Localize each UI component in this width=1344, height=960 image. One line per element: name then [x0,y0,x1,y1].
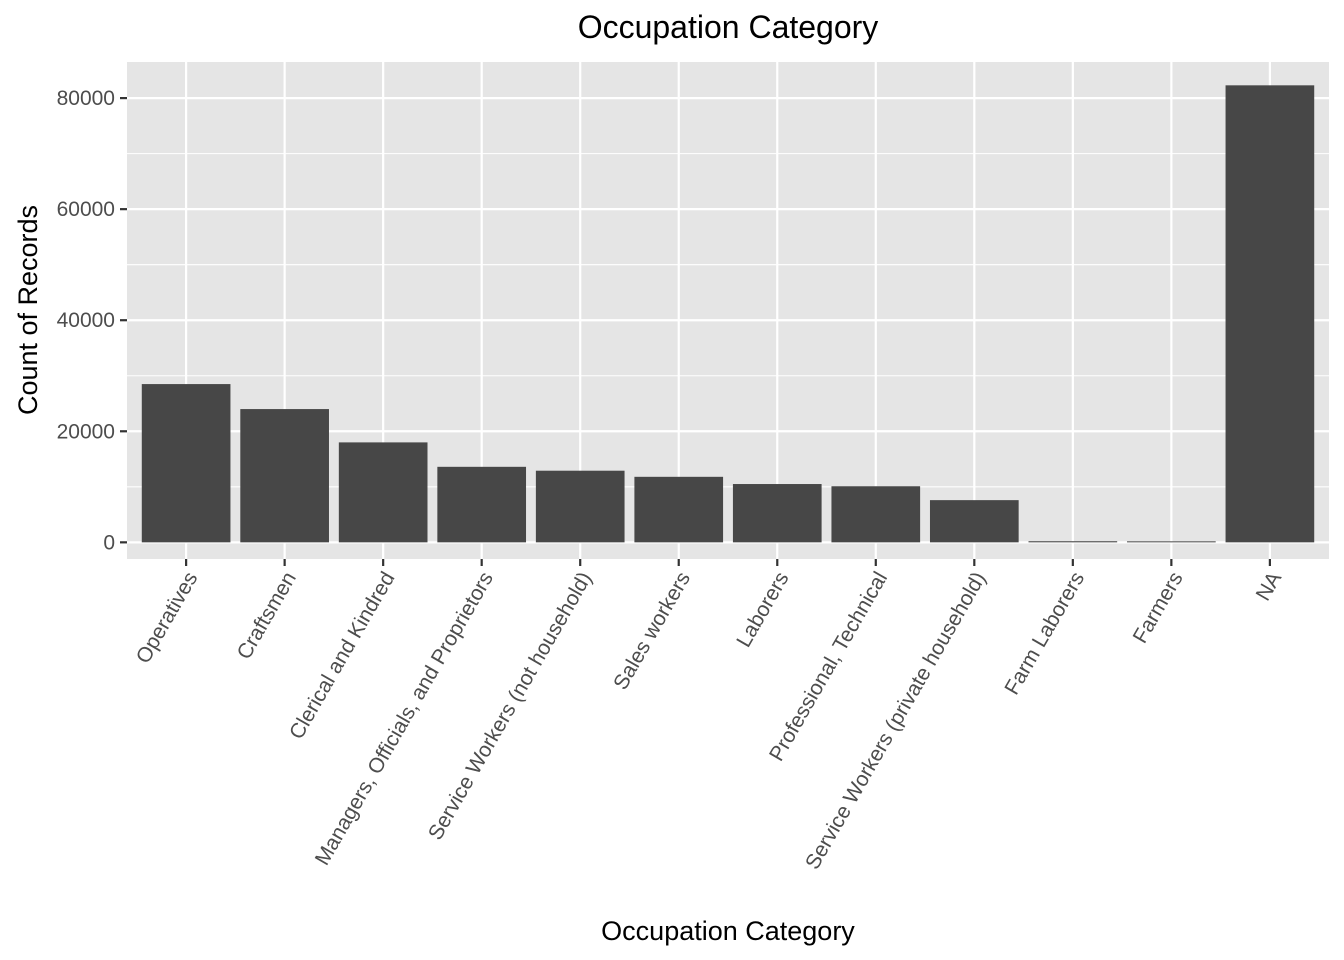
y-tick-label: 80000 [57,87,115,110]
x-tick-label: Laborers [732,568,793,651]
x-tick-label: Service Workers (not household) [424,568,597,844]
x-axis-title: Occupation Category [601,916,855,946]
y-axis-title: Count of Records [13,205,43,415]
x-tick-label: Sales workers [609,568,695,694]
y-tick-label: 40000 [57,309,115,332]
bar [1225,85,1315,543]
bar [141,384,231,543]
bar [338,442,428,543]
bar [535,470,625,543]
bar [1127,541,1216,543]
x-tick-label: Service Workers (private household) [801,568,991,873]
bar [1028,541,1118,543]
y-axis: 0 20000 40000 60000 80000 [57,87,127,554]
bar [831,486,921,543]
bar [437,466,527,543]
bar [732,484,822,543]
bar [634,476,724,543]
x-tick-label: Clerical and Kindred [285,568,399,743]
y-tick-label: 60000 [57,198,115,221]
x-tick-label: NA [1252,568,1287,605]
y-tick-label: 20000 [57,420,115,443]
y-tick-label: 0 [103,531,115,554]
chart-title: Occupation Category [578,9,879,45]
x-tick-label: Operatives [132,568,203,667]
x-tick-label: Farmers [1129,568,1188,647]
x-tick-label: Managers, Officials, and Proprietors [311,568,498,869]
x-tick-label: Craftsmen [233,568,301,663]
bars [141,85,1315,543]
x-tick-label: Farm Laborers [1000,568,1089,699]
bar [240,409,329,543]
bar [929,500,1019,543]
